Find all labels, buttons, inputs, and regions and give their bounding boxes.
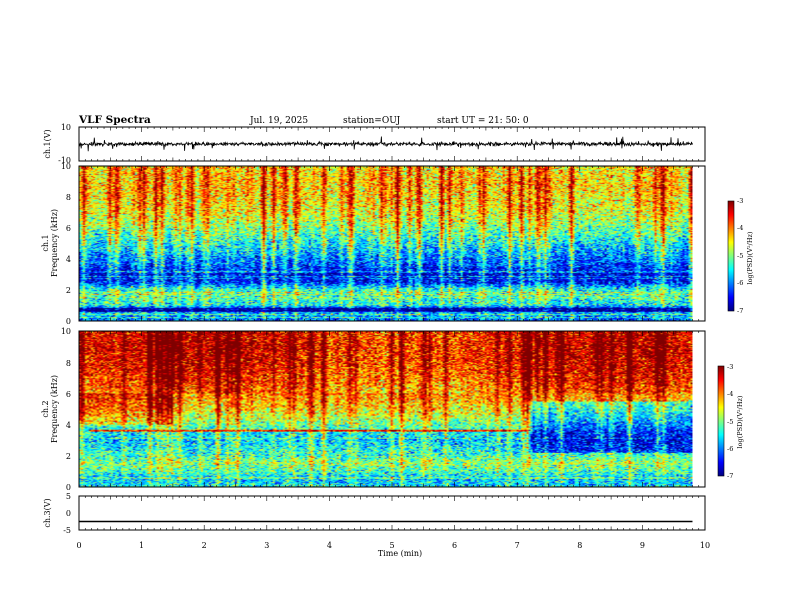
x-tick-label: 7 bbox=[515, 541, 520, 550]
ch1-colorbar-tick-6: -6 bbox=[737, 279, 743, 287]
ch2-spectrogram-ticks bbox=[78, 331, 706, 487]
ch2-spectrogram-ylabel-channel: ch.2 bbox=[41, 400, 50, 417]
ch1-waveform-ticks bbox=[78, 127, 706, 161]
ch1-colorbar-tick-3: -3 bbox=[737, 197, 743, 205]
ch1-waveform-panel: 10 -10 ch.1(V) bbox=[43, 123, 706, 165]
x-tick-label: 2 bbox=[202, 541, 207, 550]
ch2-colorbar-label: log(PSD)(V²/Hz) bbox=[736, 395, 744, 448]
x-axis-label: Time (min) bbox=[378, 549, 422, 558]
ch1-spectrogram-yticks: 0 2 4 6 8 10 bbox=[61, 162, 71, 326]
ch1-ytick-10: 10 bbox=[61, 162, 71, 171]
ch1-spectrogram-ticks bbox=[78, 166, 706, 321]
start-time-label: start UT = 21: 50: 0 bbox=[437, 116, 529, 126]
ch3-ytick-5: 5 bbox=[66, 492, 71, 501]
ch1-colorbar-tick-4: -4 bbox=[737, 224, 743, 232]
ch2-colorbar-tick-3: -3 bbox=[727, 363, 733, 371]
ch1-colorbar: -3 -4 -5 -6 -7 log(PSD)(V²/Hz) bbox=[727, 197, 754, 315]
ch1-ytick-top: 10 bbox=[61, 123, 71, 132]
x-tick-label: 9 bbox=[640, 541, 645, 550]
ch1-waveform-ylabel: ch.1(V) bbox=[43, 129, 52, 158]
ch3-waveform-ylabel: ch.3(V) bbox=[43, 498, 52, 527]
ch2-colorbar-tick-5: -5 bbox=[727, 418, 733, 426]
ch1-ytick-8: 8 bbox=[66, 193, 71, 202]
station-label: station=OUJ bbox=[343, 116, 401, 126]
ch2-colorbar-tick-7: -7 bbox=[727, 472, 733, 480]
x-tick-label: 5 bbox=[389, 541, 394, 550]
x-tick-label: 4 bbox=[327, 541, 332, 550]
ch2-ytick-4: 4 bbox=[66, 421, 71, 430]
ch2-ytick-0: 0 bbox=[66, 483, 71, 492]
ch2-ytick-10: 10 bbox=[61, 327, 71, 336]
ch3-ytick-0: 0 bbox=[66, 509, 71, 518]
ch3-waveform-frame bbox=[78, 495, 706, 531]
ch2-spectrogram-panel: 0 2 4 6 8 10 ch.2 Frequency (kHz) -3 -4 … bbox=[41, 327, 744, 492]
ch1-spectrogram-ylabel-channel: ch.1 bbox=[41, 234, 50, 251]
x-tick-label: 8 bbox=[577, 541, 582, 550]
ch1-ytick-bottom: -10 bbox=[58, 156, 71, 165]
ch3-waveform-ticks bbox=[78, 496, 706, 530]
x-tick-label: 10 bbox=[700, 541, 710, 550]
x-axis-tick-labels: 0 1 2 3 4 5 6 7 8 9 10 bbox=[76, 541, 710, 550]
ch2-colorbar-tick-4: -4 bbox=[727, 390, 733, 398]
ch2-spectrogram-yticks: 0 2 4 6 8 10 bbox=[61, 327, 71, 492]
x-tick-label: 0 bbox=[76, 541, 81, 550]
ch3-ytick-minus5: -5 bbox=[63, 526, 71, 535]
figure-title: VLF Spectra bbox=[78, 114, 151, 126]
date-label: Jul. 19, 2025 bbox=[249, 116, 308, 126]
ch2-colorbar-gradient bbox=[717, 365, 725, 477]
ch2-colorbar: -3 -4 -5 -6 -7 log(PSD)(V²/Hz) bbox=[717, 363, 744, 480]
ch1-ytick-4: 4 bbox=[66, 255, 71, 264]
ch1-colorbar-tick-7: -7 bbox=[737, 307, 743, 315]
x-tick-label: 6 bbox=[452, 541, 457, 550]
ch1-spectrogram-ylabel-frequency: Frequency (kHz) bbox=[50, 209, 59, 277]
ch2-colorbar-tick-6: -6 bbox=[727, 445, 733, 453]
ch1-ytick-2: 2 bbox=[66, 286, 71, 295]
ch1-ytick-0: 0 bbox=[66, 317, 71, 326]
ch1-colorbar-tick-5: -5 bbox=[737, 252, 743, 260]
ch1-spectrogram-image bbox=[79, 166, 693, 321]
ch2-ytick-6: 6 bbox=[66, 390, 71, 399]
ch2-ytick-2: 2 bbox=[66, 452, 71, 461]
ch1-spectrogram-panel: 0 2 4 6 8 10 ch.1 Frequency (kHz) -3 -4 … bbox=[41, 162, 754, 326]
ch2-spectrogram-image bbox=[79, 331, 693, 487]
ch1-ytick-6: 6 bbox=[66, 224, 71, 233]
ch2-spectrogram-ylabel-frequency: Frequency (kHz) bbox=[50, 375, 59, 443]
ch1-colorbar-label: log(PSD)(V²/Hz) bbox=[746, 231, 754, 284]
x-tick-label: 1 bbox=[139, 541, 144, 550]
x-tick-label: 3 bbox=[264, 541, 269, 550]
ch2-ytick-8: 8 bbox=[66, 359, 71, 368]
ch1-colorbar-gradient bbox=[727, 200, 735, 312]
ch3-waveform-panel: 5 0 -5 ch.3(V) bbox=[43, 492, 706, 535]
ch1-waveform-line bbox=[78, 136, 693, 152]
